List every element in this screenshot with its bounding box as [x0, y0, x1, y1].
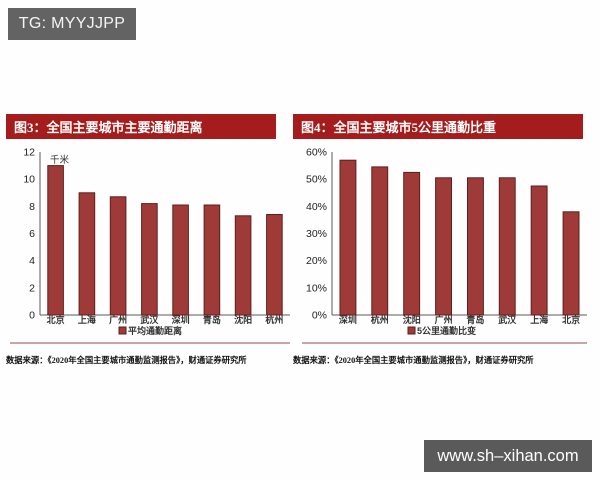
svg-text:青岛: 青岛 [466, 314, 484, 325]
svg-text:千米: 千米 [50, 154, 70, 166]
svg-text:杭州: 杭州 [371, 314, 389, 325]
svg-text:上海: 上海 [530, 314, 548, 325]
svg-text:2: 2 [29, 282, 35, 294]
svg-text:武汉: 武汉 [140, 314, 159, 325]
svg-text:深圳: 深圳 [172, 314, 190, 325]
svg-text:武汉: 武汉 [498, 314, 517, 325]
svg-text:6: 6 [29, 228, 35, 240]
svg-text:30%: 30% [306, 228, 327, 240]
svg-text:上海: 上海 [78, 314, 96, 325]
svg-text:青岛: 青岛 [203, 314, 221, 325]
svg-text:5公里通勤比变: 5公里通勤比变 [417, 325, 476, 336]
svg-text:沈阳: 沈阳 [234, 314, 252, 325]
svg-text:深圳: 深圳 [339, 314, 357, 325]
svg-text:12: 12 [23, 147, 35, 159]
svg-text:广州: 广州 [435, 314, 453, 325]
svg-text:北京: 北京 [562, 314, 580, 325]
svg-text:北京: 北京 [47, 314, 65, 325]
svg-text:20%: 20% [306, 255, 327, 267]
svg-text:60%: 60% [306, 147, 327, 159]
svg-text:0: 0 [29, 310, 35, 322]
svg-text:10%: 10% [306, 282, 327, 294]
svg-text:10: 10 [23, 174, 35, 186]
svg-text:40%: 40% [306, 201, 327, 213]
svg-text:杭州: 杭州 [265, 314, 283, 325]
svg-text:0%: 0% [312, 310, 327, 322]
svg-text:广州: 广州 [109, 314, 127, 325]
svg-text:8: 8 [29, 201, 35, 213]
svg-text:50%: 50% [306, 174, 327, 186]
svg-text:4: 4 [29, 255, 35, 267]
svg-text:沈阳: 沈阳 [403, 314, 421, 325]
svg-text:平均通勤距离: 平均通勤距离 [128, 325, 182, 336]
